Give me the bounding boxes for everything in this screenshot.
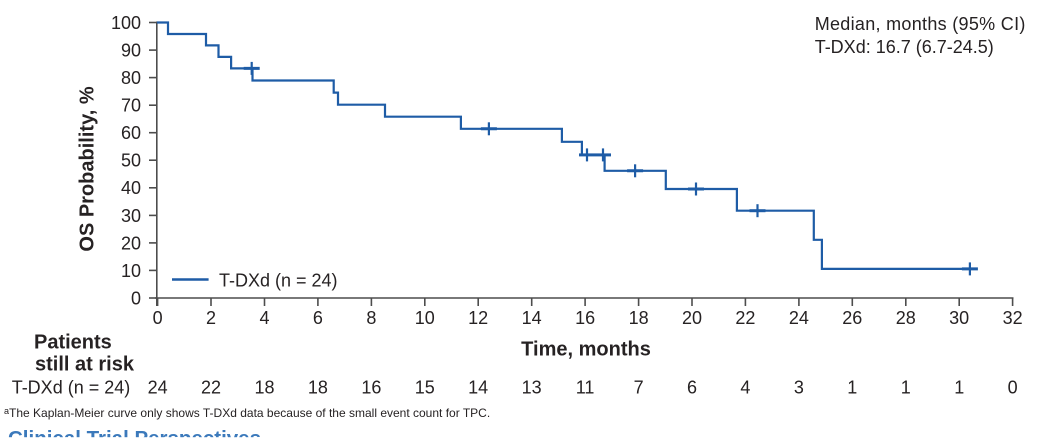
svg-text:80: 80: [121, 68, 141, 88]
svg-text:1: 1: [954, 377, 964, 397]
svg-text:1: 1: [901, 377, 911, 397]
svg-text:18: 18: [629, 308, 649, 328]
svg-text:32: 32: [1003, 308, 1023, 328]
svg-text:10: 10: [121, 261, 141, 281]
svg-text:28: 28: [896, 308, 916, 328]
svg-text:8: 8: [366, 308, 376, 328]
svg-text:0: 0: [131, 288, 141, 308]
svg-text:60: 60: [121, 123, 141, 143]
svg-text:1: 1: [847, 377, 857, 397]
svg-text:15: 15: [415, 377, 435, 397]
svg-text:Time, months: Time, months: [521, 339, 651, 361]
svg-text:22: 22: [201, 377, 221, 397]
svg-text:50: 50: [121, 151, 141, 171]
svg-text:10: 10: [415, 308, 435, 328]
svg-text:7: 7: [634, 377, 644, 397]
svg-text:12: 12: [468, 308, 488, 328]
svg-text:30: 30: [121, 206, 141, 226]
svg-text:0: 0: [1008, 377, 1018, 397]
svg-text:4: 4: [259, 308, 269, 328]
svg-text:aThe Kaplan-Meier curve only s: aThe Kaplan-Meier curve only shows T-DXd…: [4, 406, 490, 420]
svg-text:T-DXd (n = 24): T-DXd (n = 24): [219, 271, 338, 291]
svg-text:3: 3: [794, 377, 804, 397]
svg-text:Clinical Trial Perspectives: Clinical Trial Perspectives: [8, 427, 261, 439]
svg-text:100: 100: [111, 13, 141, 33]
svg-text:OS Probability, %: OS Probability, %: [77, 86, 99, 251]
svg-text:26: 26: [842, 308, 862, 328]
svg-text:20: 20: [682, 308, 702, 328]
svg-text:still at risk: still at risk: [35, 353, 135, 375]
svg-text:6: 6: [687, 377, 697, 397]
svg-text:14: 14: [468, 377, 488, 397]
svg-text:18: 18: [308, 377, 328, 397]
svg-text:30: 30: [949, 308, 969, 328]
svg-text:4: 4: [740, 377, 750, 397]
svg-text:T-DXd: 16.7 (6.7-24.5): T-DXd: 16.7 (6.7-24.5): [815, 37, 994, 57]
svg-text:40: 40: [121, 178, 141, 198]
svg-text:70: 70: [121, 96, 141, 116]
svg-text:0: 0: [153, 308, 163, 328]
svg-text:13: 13: [522, 377, 542, 397]
svg-text:20: 20: [121, 233, 141, 253]
svg-text:16: 16: [361, 377, 381, 397]
svg-text:22: 22: [735, 308, 755, 328]
svg-text:Patients: Patients: [34, 331, 112, 353]
svg-text:18: 18: [254, 377, 274, 397]
svg-text:11: 11: [576, 377, 595, 397]
svg-text:24: 24: [789, 308, 809, 328]
svg-text:Median, months (95% CI): Median, months (95% CI): [815, 14, 1026, 34]
svg-text:90: 90: [121, 41, 141, 61]
svg-text:14: 14: [522, 308, 542, 328]
svg-text:16: 16: [575, 308, 595, 328]
svg-text:T-DXd (n = 24): T-DXd (n = 24): [12, 377, 131, 397]
svg-text:6: 6: [313, 308, 323, 328]
svg-text:2: 2: [206, 308, 216, 328]
svg-text:24: 24: [148, 377, 168, 397]
